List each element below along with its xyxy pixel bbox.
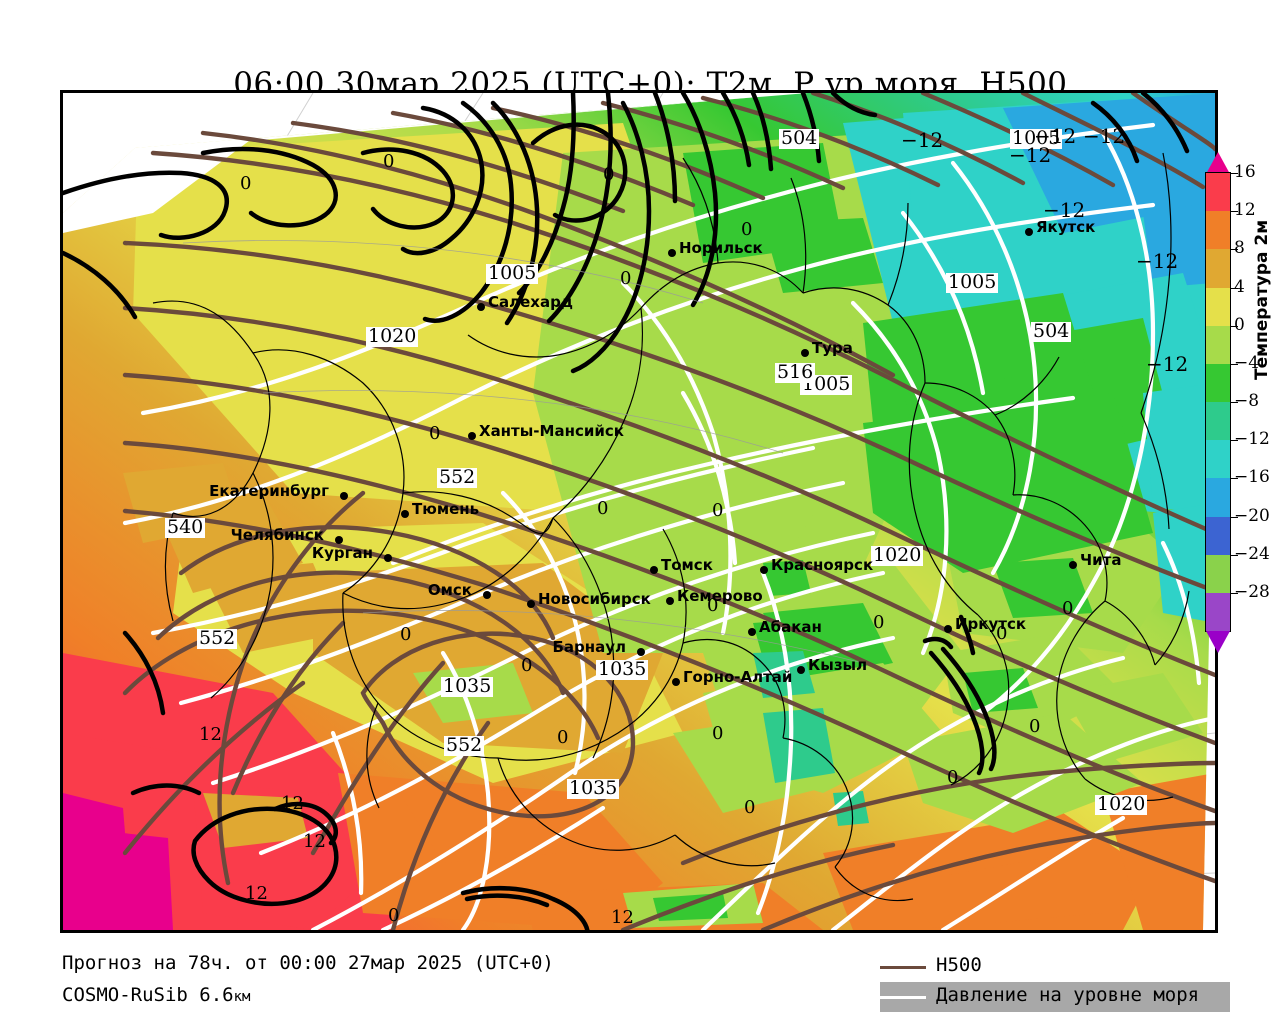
legend-label: Давление на уровне моря	[936, 984, 1200, 1006]
legend-row: Давление на уровне моря	[880, 982, 1230, 1012]
colorbar-tick-mark	[1231, 554, 1238, 556]
colorbar-tick-mark	[1231, 211, 1238, 213]
colorbar-band	[1206, 516, 1230, 556]
model-resolution-unit: км	[233, 989, 251, 1005]
colorbar-bottom-arrow	[1206, 631, 1230, 653]
colorbar-title: Температура 2м	[1252, 219, 1272, 380]
map-graphics	[63, 93, 1215, 930]
colorbar-tick-mark	[1231, 287, 1238, 289]
colorbar-tick-label: −12	[1234, 429, 1270, 450]
colorbar-band	[1206, 554, 1230, 594]
model-info-line: COSMO-RuSib 6.6км	[62, 984, 250, 1006]
colorbar-band	[1206, 402, 1230, 441]
colorbar-tick-label: 16	[1234, 162, 1256, 182]
colorbar-band	[1206, 287, 1230, 327]
map-legend: H500 Давление на уровне моря	[880, 952, 1230, 1012]
forecast-info-line: Прогноз на 78ч. от 00:00 27мар 2025 (UTC…	[62, 952, 554, 974]
colorbar-tick-mark	[1231, 173, 1238, 174]
colorbar-band	[1206, 211, 1230, 250]
colorbar-tick-mark	[1231, 249, 1238, 251]
legend-line-swatch	[880, 996, 926, 999]
colorbar-tick-mark	[1231, 363, 1238, 365]
colorbar-tick-label: −4	[1234, 352, 1260, 373]
colorbar-tick-label: 0	[1234, 314, 1245, 335]
colorbar-tick-mark	[1231, 592, 1238, 594]
colorbar-tick-label: 12	[1234, 200, 1256, 221]
colorbar-tick-label: −8	[1234, 391, 1260, 411]
colorbar-band	[1206, 325, 1230, 365]
colorbar-band	[1206, 440, 1230, 479]
colorbar-band	[1206, 592, 1230, 632]
colorbar-band	[1206, 249, 1230, 288]
colorbar-band	[1206, 173, 1230, 212]
model-name: COSMO-RuSib 6.6	[62, 984, 234, 1006]
colorbar-tick-label: 8	[1234, 238, 1245, 259]
colorbar-tick-mark	[1231, 478, 1238, 480]
legend-row: H500	[880, 952, 1230, 982]
colorbar-top-arrow	[1206, 152, 1230, 174]
legend-label: H500	[936, 954, 982, 976]
map-canvas: 1005 1020 1005 1005 1005 1035 1035 1035 1020 1020…	[63, 93, 1215, 930]
colorbar-tick-label: 4	[1234, 276, 1245, 297]
colorbar-band	[1206, 478, 1230, 517]
colorbar-tick-label: −24	[1234, 543, 1270, 564]
colorbar-tick-label: −16	[1234, 467, 1270, 488]
colorbar-tick-mark	[1231, 440, 1238, 442]
weather-map[interactable]: 1005 1020 1005 1005 1005 1035 1035 1035 1020 1020…	[60, 90, 1218, 933]
temperature-colorbar	[1205, 172, 1231, 632]
colorbar-tick-label: −20	[1234, 505, 1270, 526]
legend-line-swatch	[880, 966, 926, 969]
colorbar-band	[1206, 363, 1230, 403]
colorbar-tick-mark	[1231, 325, 1238, 327]
colorbar-tick-label: −28	[1234, 581, 1270, 602]
colorbar-tick-mark	[1231, 402, 1238, 403]
colorbar-tick-mark	[1231, 516, 1238, 518]
